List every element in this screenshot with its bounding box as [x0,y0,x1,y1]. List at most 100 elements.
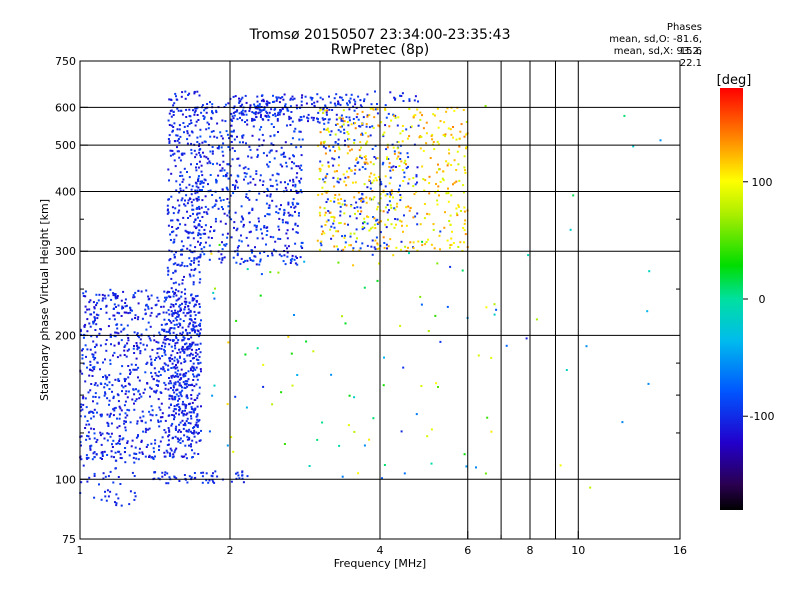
data-point [172,263,175,266]
data-point [245,172,248,175]
data-point [300,245,303,248]
data-point [329,200,332,202]
data-point [288,116,291,119]
data-point [352,249,354,252]
data-point [178,439,181,441]
data-point [339,126,342,128]
data-point [180,377,183,380]
data-point [215,181,218,184]
data-point [194,192,197,195]
data-point [262,180,265,183]
data-point [195,153,198,156]
data-point [464,169,466,172]
data-point [119,354,122,357]
data-point [238,97,240,100]
data-point [126,342,129,345]
data-point [271,174,274,177]
data-point [282,98,285,101]
data-point [251,207,254,210]
data-point [161,412,164,415]
data-point [171,206,174,209]
data-point [105,304,108,307]
data-point [187,217,189,219]
data-point [116,327,119,330]
data-point [178,423,181,426]
data-point [139,416,142,419]
data-point [168,429,171,432]
data-point [126,414,129,417]
data-point [307,120,309,123]
data-point [188,345,191,348]
data-point [85,454,88,457]
data-point [395,166,397,168]
data-point [247,167,250,170]
data-point [236,471,239,474]
data-point [167,198,170,201]
data-point [174,303,177,306]
data-point [270,149,273,152]
data-point [123,422,126,425]
data-point [168,291,171,293]
data-point [191,348,193,351]
data-point [174,309,177,312]
data-point [228,211,231,214]
data-point [198,142,201,145]
data-point [195,375,198,378]
data-point [232,117,235,120]
data-point [158,370,161,373]
data-point [195,257,198,260]
data-point [339,178,342,181]
data-point [244,166,247,169]
data-point [345,184,348,187]
data-point [277,225,280,228]
data-point [145,446,148,448]
data-point [196,378,199,381]
data-point [292,180,295,183]
data-point [182,455,184,458]
data-point [135,457,138,460]
data-point [397,141,400,144]
data-point [390,206,393,209]
data-point [184,97,187,100]
data-point [421,244,424,247]
data-point [311,97,314,99]
data-point [111,446,114,448]
data-point [447,192,450,195]
data-point [191,365,194,368]
data-point [115,504,118,507]
data-point [197,175,200,178]
data-point [265,243,267,246]
data-point [110,343,112,346]
data-point [155,374,158,377]
data-point [183,203,186,206]
data-point [184,223,187,226]
data-point [227,341,230,344]
data-point [146,382,149,385]
data-point [621,421,624,424]
data-point [343,180,346,183]
data-point [174,207,177,210]
data-point [196,207,198,210]
data-point [163,370,166,373]
data-point [418,136,421,139]
data-point [129,421,132,424]
data-point [359,154,362,157]
data-point [178,156,181,159]
data-point [434,314,437,317]
data-point [178,397,181,400]
data-point [445,160,448,163]
data-point [212,130,215,133]
data-point [358,168,361,171]
data-point [465,121,468,123]
data-point [172,126,175,128]
data-point [207,183,209,186]
data-point [144,431,147,434]
data-point [267,165,270,168]
data-point [424,179,427,182]
data-point [301,138,304,141]
data-point [125,304,128,307]
data-point [179,187,182,190]
data-point [258,144,261,147]
